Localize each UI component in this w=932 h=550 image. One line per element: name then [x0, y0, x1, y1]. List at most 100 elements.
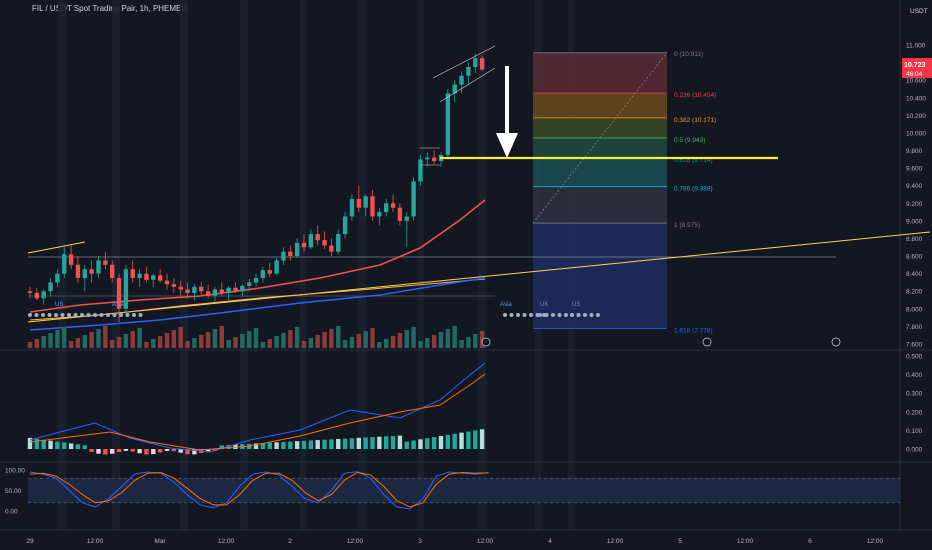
volume-bar: [315, 335, 320, 348]
macd-histogram-bar: [267, 442, 272, 449]
macd-histogram-bar: [431, 437, 437, 449]
macd-histogram-bar: [164, 449, 170, 452]
candle-body: [363, 196, 368, 208]
volume-bar: [342, 340, 348, 348]
macd-histogram-bar: [96, 449, 101, 454]
volume-bar: [459, 340, 464, 348]
volume-bar: [233, 337, 238, 348]
macd-histogram-bar: [322, 439, 327, 449]
macd-histogram-bar: [466, 431, 471, 449]
session-dot: [570, 313, 574, 317]
macd-histogram-bar: [192, 449, 197, 455]
session-stripe: [478, 0, 486, 530]
candle-body: [404, 216, 409, 221]
price-tick-label: 10.400: [906, 95, 926, 102]
macd-histogram-bar: [178, 449, 183, 453]
candle-body: [308, 234, 314, 248]
macd-histogram-bar: [48, 440, 53, 449]
macd-histogram-bar: [418, 439, 423, 449]
volume-bar: [41, 336, 46, 348]
channel-line: [432, 45, 496, 79]
stoch-tick-label: 100.00: [5, 468, 25, 475]
price-tick-label: 8.800: [906, 236, 923, 243]
candle-body: [267, 270, 272, 274]
volume-bar: [479, 331, 485, 348]
session-dot: [86, 313, 91, 317]
macd-histogram-bar: [336, 438, 341, 449]
countdown-label: 46:04: [906, 71, 923, 78]
session-label: Asia: [500, 302, 512, 308]
macd-histogram-bar: [123, 449, 129, 451]
volume-bar: [137, 328, 142, 348]
macd-histogram-bar: [445, 434, 451, 449]
candle-body: [137, 273, 142, 279]
event-icon: [481, 337, 491, 347]
volume-bar: [205, 332, 211, 348]
time-tick-label: 6: [808, 538, 812, 545]
down-arrow-icon: [496, 133, 518, 158]
macd-histogram-bar: [260, 443, 266, 449]
volume-bar: [48, 333, 53, 348]
candle-body: [192, 286, 197, 293]
session-dot: [557, 313, 562, 317]
macd-histogram-bar: [281, 441, 286, 449]
session-dot: [551, 313, 555, 317]
price-tick-label: 9.000: [906, 218, 923, 225]
candle-body: [41, 291, 46, 299]
session-dot: [41, 313, 45, 317]
macd-histogram-bar: [130, 449, 135, 452]
macd-histogram-bar: [479, 429, 485, 449]
volume-bar: [418, 341, 423, 348]
candle-body: [459, 75, 464, 85]
stoch-band: [28, 478, 900, 503]
fib-trend-line: [532, 52, 668, 224]
volume-bar: [82, 335, 87, 348]
candle-body: [479, 58, 485, 70]
fib-level-label: 0.786 (9.389): [674, 186, 713, 193]
macd-histogram-bar: [473, 430, 478, 449]
time-tick-label: 12:00: [477, 538, 494, 545]
macd-tick-label: 0.100: [906, 428, 923, 435]
volume-bar: [260, 342, 266, 348]
macd-tick-label: 0.300: [906, 391, 923, 398]
session-dot: [99, 313, 104, 317]
macd-histogram-bar: [329, 439, 334, 449]
volume-bar: [431, 335, 437, 348]
candle-body: [157, 275, 163, 281]
volume-bar: [103, 326, 108, 348]
volume-bar: [192, 338, 197, 348]
volume-bar: [151, 339, 156, 348]
session-dot: [54, 313, 58, 317]
macd-histogram-bar: [452, 433, 457, 449]
macd-histogram-bar: [219, 445, 224, 449]
candle-body: [75, 264, 81, 279]
volume-bar: [301, 341, 307, 348]
session-stripe: [240, 0, 248, 530]
candle-body: [27, 291, 33, 293]
time-tick-label: 12:00: [87, 538, 104, 545]
macd-histogram-bar: [384, 436, 389, 449]
candle-body: [370, 196, 375, 217]
candle-body: [151, 275, 156, 280]
session-stripe: [358, 0, 366, 530]
volume-bar: [89, 332, 94, 348]
candle-body: [226, 287, 231, 293]
macd-histogram-bar: [404, 441, 409, 449]
volume-bar: [171, 330, 177, 348]
stoch-tick-label: 50.00: [5, 488, 22, 495]
volume-bar: [185, 341, 190, 348]
candle-body: [301, 242, 307, 248]
fib-zone: [533, 186, 667, 224]
level-tag: [902, 153, 932, 163]
price-tick-label: 7.800: [906, 324, 923, 331]
time-tick-label: 3: [418, 538, 422, 545]
candle-body: [425, 157, 430, 160]
session-dot: [589, 313, 594, 317]
volume-bar: [247, 331, 252, 348]
moving-average-line: [29, 199, 486, 313]
volume-bar: [199, 335, 204, 348]
price-tick-label: 10.200: [906, 113, 926, 120]
macd-histogram-bar: [68, 443, 74, 449]
session-stripe: [112, 0, 120, 530]
